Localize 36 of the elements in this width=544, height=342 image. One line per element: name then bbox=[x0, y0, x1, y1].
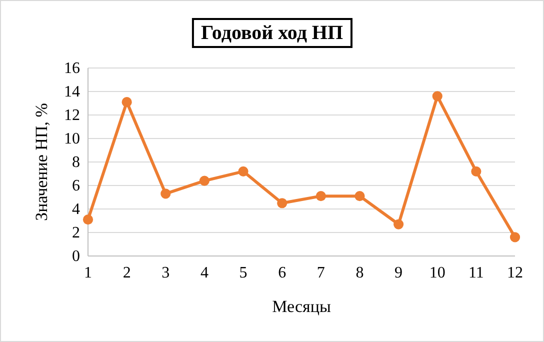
x-tick-label: 5 bbox=[239, 264, 248, 282]
x-tick-label: 11 bbox=[468, 264, 484, 282]
y-tick-label: 4 bbox=[72, 201, 80, 218]
point bbox=[510, 232, 520, 242]
point bbox=[471, 166, 482, 176]
point bbox=[122, 97, 132, 108]
point bbox=[82, 214, 94, 225]
x-tick-label: 8 bbox=[356, 264, 364, 282]
point bbox=[238, 166, 248, 176]
point bbox=[199, 176, 210, 186]
x-tick-label: 9 bbox=[394, 264, 403, 282]
point bbox=[394, 219, 404, 230]
x-tick-label: 1 bbox=[84, 264, 92, 282]
point bbox=[432, 91, 442, 102]
y-tick-label: 10 bbox=[64, 130, 80, 148]
y-axis-title: Значение НП, % bbox=[32, 103, 51, 221]
y-tick-label: 14 bbox=[64, 84, 80, 101]
x-tick-label: 12 bbox=[507, 264, 523, 282]
point bbox=[277, 198, 288, 208]
x-tick-label: 3 bbox=[162, 264, 170, 282]
x-tick-label: 10 bbox=[429, 264, 446, 282]
y-tick-label: 8 bbox=[72, 154, 80, 172]
y-tick-label: 2 bbox=[72, 224, 80, 242]
x-tick-label: 4 bbox=[200, 264, 208, 282]
point bbox=[316, 191, 326, 202]
chart-title: Годовой ход НП bbox=[200, 22, 344, 44]
x-tick-label: 2 bbox=[122, 264, 131, 282]
x-tick-label: 6 bbox=[278, 264, 286, 282]
y-tick-label: 16 bbox=[64, 60, 80, 78]
x-tick-label: 7 bbox=[316, 264, 325, 282]
y-tick-label: 12 bbox=[64, 107, 80, 124]
x-axis-title: Месяцы bbox=[272, 297, 332, 316]
y-tick-label: 0 bbox=[72, 248, 80, 266]
y-tick-label: 6 bbox=[72, 178, 80, 195]
point bbox=[354, 191, 365, 202]
point bbox=[160, 188, 171, 199]
